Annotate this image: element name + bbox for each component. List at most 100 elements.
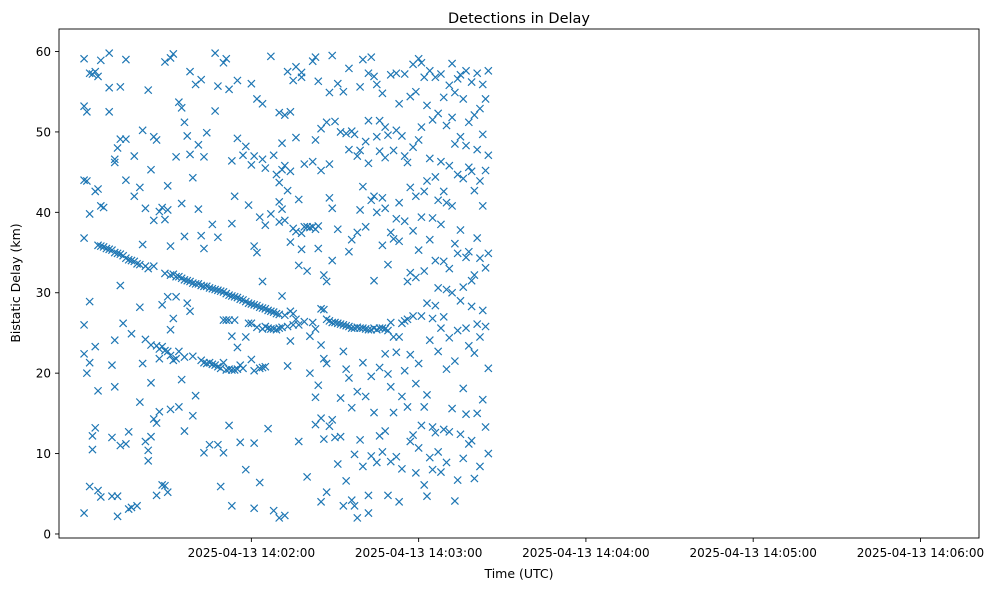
data-point <box>241 465 250 474</box>
data-point <box>80 102 89 111</box>
data-point <box>422 101 432 110</box>
data-point <box>381 204 390 213</box>
data-point <box>241 332 250 341</box>
data-point <box>80 320 89 329</box>
data-point <box>280 216 289 225</box>
data-point <box>342 476 351 485</box>
data-point <box>155 207 164 216</box>
data-point <box>333 459 342 469</box>
data-point <box>177 375 186 384</box>
data-point <box>294 320 303 329</box>
data-point <box>314 77 323 86</box>
data-point <box>350 450 359 459</box>
data-point <box>484 66 493 75</box>
data-point <box>439 257 448 266</box>
data-point <box>278 205 287 214</box>
data-point <box>436 70 445 79</box>
data-point <box>216 482 225 491</box>
y-tick-label: 60 <box>36 45 51 59</box>
data-point <box>445 264 454 273</box>
data-point <box>322 488 331 497</box>
data-point <box>347 496 356 505</box>
data-point <box>428 213 437 222</box>
data-point <box>436 220 445 229</box>
data-point <box>258 363 267 372</box>
data-point <box>255 213 264 222</box>
data-point <box>163 181 172 190</box>
data-point <box>96 242 105 251</box>
data-point <box>400 70 409 79</box>
data-point <box>283 186 292 195</box>
data-point <box>238 151 248 160</box>
data-point <box>188 411 197 420</box>
data-point <box>166 351 175 360</box>
data-point <box>286 167 295 176</box>
data-point <box>333 79 342 88</box>
data-point <box>255 478 264 487</box>
data-point <box>222 54 231 63</box>
data-point <box>278 139 287 148</box>
data-point <box>353 513 362 522</box>
y-tick-label: 30 <box>36 286 51 300</box>
data-point <box>397 131 406 140</box>
data-point <box>464 163 473 172</box>
data-point <box>344 247 353 256</box>
data-point <box>484 151 493 160</box>
data-point <box>356 82 365 91</box>
data-point <box>202 128 211 137</box>
data-point <box>422 390 432 399</box>
data-point <box>219 448 228 457</box>
data-point <box>411 273 420 282</box>
data-point <box>409 226 418 235</box>
data-point <box>319 354 328 363</box>
data-point <box>442 121 451 130</box>
data-point <box>414 135 423 144</box>
data-point <box>425 154 434 163</box>
data-point <box>133 259 142 268</box>
data-point <box>425 336 434 345</box>
data-point <box>82 176 91 186</box>
data-point <box>275 108 284 117</box>
data-point <box>353 228 362 237</box>
data-point <box>247 160 256 169</box>
data-point <box>442 365 451 374</box>
data-point <box>121 135 130 144</box>
x-tick-label: 2025-04-13 14:04:00 <box>522 546 649 560</box>
data-point <box>275 197 284 206</box>
y-axis-label: Bistatic Delay (km) <box>8 223 23 342</box>
data-point <box>367 196 376 205</box>
data-point <box>211 49 220 58</box>
data-point <box>152 418 161 428</box>
data-point <box>428 115 437 124</box>
data-point <box>213 233 222 242</box>
data-point <box>467 436 476 445</box>
data-point <box>208 220 217 229</box>
data-point <box>113 249 122 258</box>
data-point <box>227 332 236 341</box>
data-point <box>422 299 432 308</box>
data-point <box>411 468 420 477</box>
data-point <box>392 452 401 461</box>
data-point <box>135 303 144 312</box>
data-point <box>286 238 295 247</box>
data-point <box>188 173 197 182</box>
data-point <box>481 166 490 175</box>
data-point <box>478 306 487 315</box>
data-point <box>484 249 493 258</box>
data-point <box>397 392 406 401</box>
data-point <box>250 152 259 161</box>
data-point <box>186 67 195 76</box>
data-point <box>85 297 94 306</box>
data-point <box>138 359 147 368</box>
data-point <box>462 324 471 333</box>
data-point <box>261 362 270 371</box>
data-point <box>450 357 459 366</box>
data-point <box>456 226 465 235</box>
data-point <box>177 199 186 208</box>
data-point <box>289 309 298 318</box>
data-point <box>158 300 167 309</box>
data-point <box>113 512 122 521</box>
data-point <box>80 176 89 185</box>
data-point <box>439 425 448 434</box>
